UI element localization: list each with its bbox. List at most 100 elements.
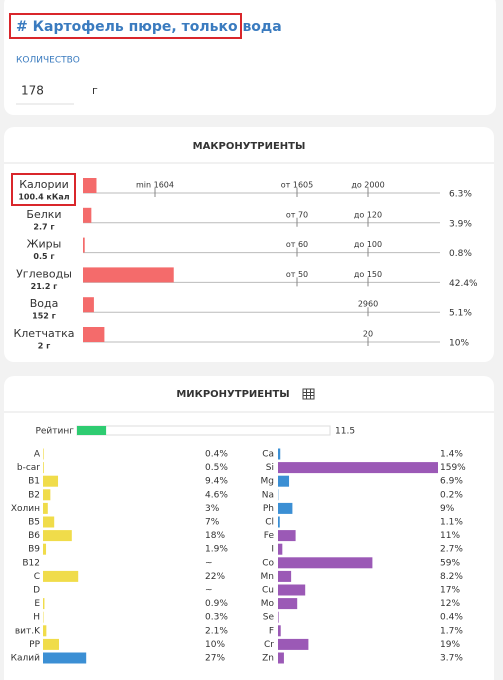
nutrient-name: Углеводы bbox=[16, 267, 72, 280]
percent-label: 3.9% bbox=[449, 219, 472, 229]
micro-name: Na bbox=[262, 490, 274, 500]
micro-percent: 0.3% bbox=[205, 613, 228, 623]
marker-label: от 70 bbox=[286, 210, 308, 219]
micro-percent: 2.7% bbox=[440, 545, 463, 555]
micro-name: Mo bbox=[261, 599, 275, 609]
marker-label: от 50 bbox=[286, 270, 308, 279]
section-title: МИКРОНУТРИЕНТЫ bbox=[176, 389, 289, 400]
micro-percent: 0.9% bbox=[205, 599, 228, 609]
micro-bar bbox=[278, 625, 281, 637]
micro-name: B1 bbox=[28, 477, 40, 487]
section-title: МАКРОНУТРИЕНТЫ bbox=[193, 141, 306, 152]
micro-name: D bbox=[33, 586, 40, 596]
marker-label: до 100 bbox=[354, 240, 382, 249]
nutrient-amount: 2 г bbox=[38, 342, 51, 351]
marker-label: до 120 bbox=[354, 210, 382, 219]
nutrient-name: Калории bbox=[19, 178, 69, 191]
micro-name: B5 bbox=[28, 518, 40, 528]
micro-percent: 7% bbox=[205, 518, 220, 528]
macro-bar bbox=[83, 327, 105, 342]
percent-label: 0.8% bbox=[449, 249, 472, 259]
micro-name: PP bbox=[29, 640, 40, 650]
highlight bbox=[11, 173, 76, 206]
macro-bar bbox=[83, 207, 92, 223]
micro-bar bbox=[278, 543, 283, 555]
micro-percent: 9% bbox=[440, 504, 455, 514]
micro-name: Mn bbox=[261, 572, 274, 582]
micro-bar bbox=[278, 638, 309, 650]
micro-bar bbox=[43, 570, 79, 582]
micro-name: B9 bbox=[28, 545, 40, 555]
micro-name: b-car bbox=[17, 463, 40, 473]
micro-percent: 1.7% bbox=[440, 626, 463, 636]
micro-percent: 10% bbox=[205, 640, 225, 650]
micro-name: Ca bbox=[262, 450, 274, 460]
card bbox=[4, 376, 494, 680]
micro-name: Fe bbox=[264, 531, 275, 541]
title[interactable]: # Картофель пюре, только вода bbox=[16, 19, 282, 35]
micro-bar bbox=[43, 543, 47, 555]
card bbox=[4, 127, 494, 362]
micro-percent: 1.9% bbox=[205, 545, 228, 555]
micro-name: E bbox=[34, 599, 40, 609]
micro-bar bbox=[43, 530, 72, 542]
micro-percent: 4.6% bbox=[205, 490, 228, 500]
micro-bar bbox=[278, 448, 281, 460]
marker-label: от 1605 bbox=[281, 181, 313, 190]
micro-percent: ~ bbox=[205, 558, 213, 568]
nutrient-amount: 2.7 г bbox=[33, 222, 54, 231]
marker-label: min 1604 bbox=[136, 181, 174, 190]
micro-name: Cu bbox=[262, 586, 274, 596]
micro-bar bbox=[278, 475, 290, 487]
micro-name: C bbox=[34, 572, 40, 582]
highlight bbox=[9, 13, 242, 39]
micro-percent: 6.9% bbox=[440, 477, 463, 487]
nutrient-amount: 100.4 кКал bbox=[18, 193, 69, 202]
marker-label: до 150 bbox=[354, 270, 382, 279]
nutrient-name: Вода bbox=[30, 297, 59, 310]
micro-name: Cr bbox=[264, 640, 274, 650]
micro-name: B2 bbox=[28, 490, 40, 500]
micro-name: вит.K bbox=[15, 626, 41, 636]
micro-name: I bbox=[271, 545, 274, 555]
micro-percent: 59% bbox=[440, 558, 460, 568]
micro-name: Co bbox=[262, 558, 274, 568]
micro-bar bbox=[278, 652, 284, 664]
micro-name: H bbox=[33, 613, 40, 623]
micro-bar bbox=[278, 584, 306, 596]
micro-percent: 11% bbox=[440, 531, 460, 541]
micro-bar bbox=[278, 530, 296, 542]
macro-bar bbox=[83, 297, 94, 313]
micro-percent: 8.2% bbox=[440, 572, 463, 582]
micro-bar bbox=[43, 638, 59, 650]
micro-bar bbox=[43, 448, 44, 460]
card bbox=[4, 0, 496, 115]
nutrient-amount: 21.2 г bbox=[31, 282, 58, 291]
micro-percent: 0.5% bbox=[205, 463, 228, 473]
micro-percent: 1.4% bbox=[440, 450, 463, 460]
unit: г bbox=[92, 84, 98, 97]
micro-name: Холин bbox=[11, 504, 40, 514]
micro-name: Ph bbox=[263, 504, 274, 514]
micro-bar bbox=[43, 462, 44, 474]
rating-value: 11.5 bbox=[335, 427, 355, 437]
marker-label: 2960 bbox=[358, 300, 378, 309]
micro-percent: 3% bbox=[205, 504, 220, 514]
micro-bar bbox=[43, 489, 51, 501]
micro-bar bbox=[43, 598, 45, 610]
right-bars bbox=[278, 448, 438, 664]
micro-name: F bbox=[269, 626, 274, 636]
micro-percent: 2.1% bbox=[205, 626, 228, 636]
micro-percent: 12% bbox=[440, 599, 460, 609]
micro-bar bbox=[43, 652, 87, 664]
table-icon[interactable] bbox=[302, 388, 315, 400]
quantity-input[interactable]: 178 bbox=[21, 84, 44, 98]
rating-bar bbox=[77, 426, 107, 435]
macro-bar bbox=[83, 237, 85, 253]
micro-percent: 27% bbox=[205, 654, 225, 664]
micro-percent: 19% bbox=[440, 640, 460, 650]
percent-label: 6.3% bbox=[449, 190, 472, 200]
micro-name: Cl bbox=[265, 518, 274, 528]
micro-percent: ~ bbox=[205, 586, 213, 596]
